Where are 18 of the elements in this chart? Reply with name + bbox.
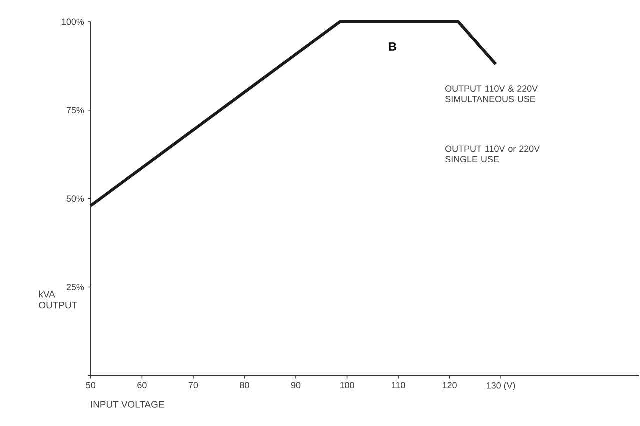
x-tick-label: 80 [240, 382, 250, 389]
y-tick-label: 50% [66, 196, 84, 202]
x-tick-label: 110 [392, 382, 406, 389]
x-tick-label: 60 [138, 382, 147, 389]
annotation: OUTPUT 110V or 220V SINGLE USE [446, 146, 540, 163]
y-tick-label: 25% [66, 284, 84, 291]
y-tick-label: 75% [66, 107, 84, 114]
annotation: OUTPUT 110V & 220V SIMULTANEOUS USE [446, 86, 538, 103]
y-tick-label: 100% [62, 18, 84, 26]
x-tick-label: 50 [86, 382, 96, 389]
x-tick-label: 100 [340, 382, 354, 389]
y-axis-title: kVA OUTPUT [39, 290, 78, 309]
x-tick-label: 70 [188, 382, 198, 389]
x-tick-label: 120 [443, 382, 457, 389]
x-tick-label: 90 [291, 382, 301, 389]
x-tick-label: 130 (V) [487, 382, 516, 391]
x-axis-title: INPUT VOLTAGE [91, 401, 164, 408]
annotation: B [389, 42, 396, 52]
